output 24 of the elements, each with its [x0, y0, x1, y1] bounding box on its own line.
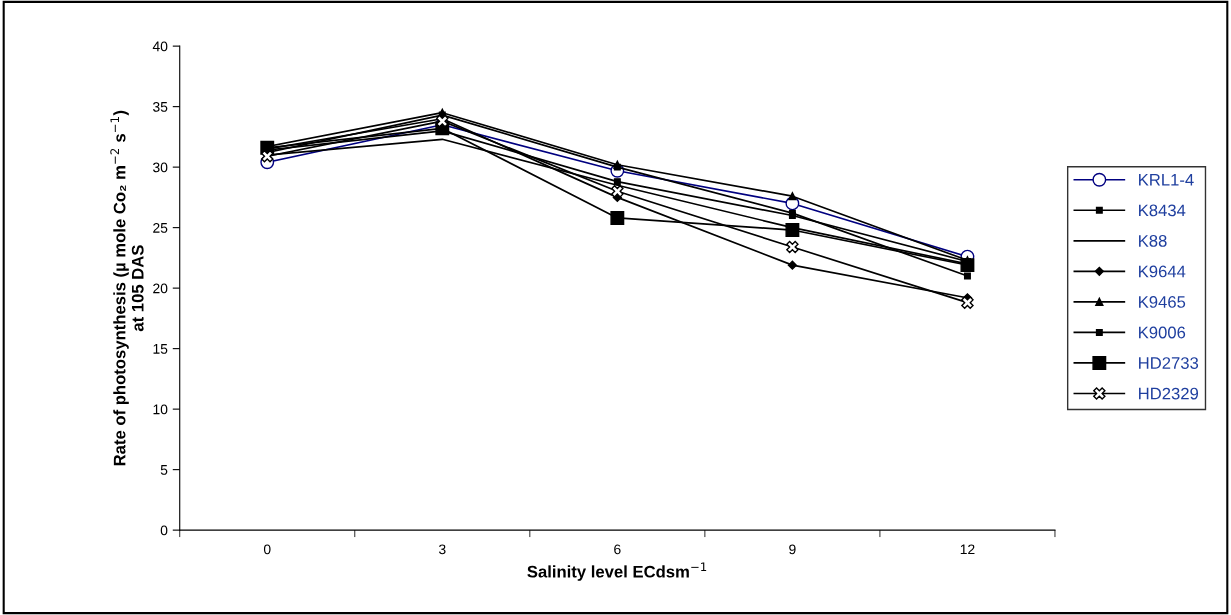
y-tick-label: 30: [153, 162, 168, 173]
text: Rate of photosynthesis (µ mole Co₂ m$^{−2}$ s$^{−1}$) at 105 DAS: [110, 110, 144, 466]
x-tick-label: 12: [960, 544, 975, 555]
y-tick-label: 35: [153, 101, 168, 112]
legend-label: HD2329: [1139, 387, 1199, 400]
legend-label: K9465: [1139, 296, 1186, 308]
legend-label: K88: [1139, 234, 1167, 247]
y-tick-label: 20: [153, 283, 168, 294]
y-tick-label: 25: [153, 222, 168, 233]
legend-label: K9006: [1139, 326, 1186, 339]
x-tick-label: 0: [263, 544, 271, 555]
x-axis-title: Salinity level ECdsm$^{−1}$: [527, 562, 707, 581]
x-tick-label: 3: [438, 544, 446, 555]
legend-label: KRL1-4: [1139, 174, 1194, 186]
y-tick-label: 40: [152, 41, 168, 52]
y-tick-label: 0: [160, 525, 168, 536]
y-tick-label: 15: [153, 344, 168, 354]
legend-label: K9644: [1139, 265, 1186, 278]
x-tick-label: 9: [789, 544, 796, 555]
legend-label: K8434: [1139, 204, 1186, 217]
x-tick-label: 6: [614, 544, 621, 555]
legend-label: HD2733: [1139, 357, 1199, 369]
y-tick-label: 10: [153, 404, 168, 415]
y-tick-label: 5: [160, 465, 168, 475]
